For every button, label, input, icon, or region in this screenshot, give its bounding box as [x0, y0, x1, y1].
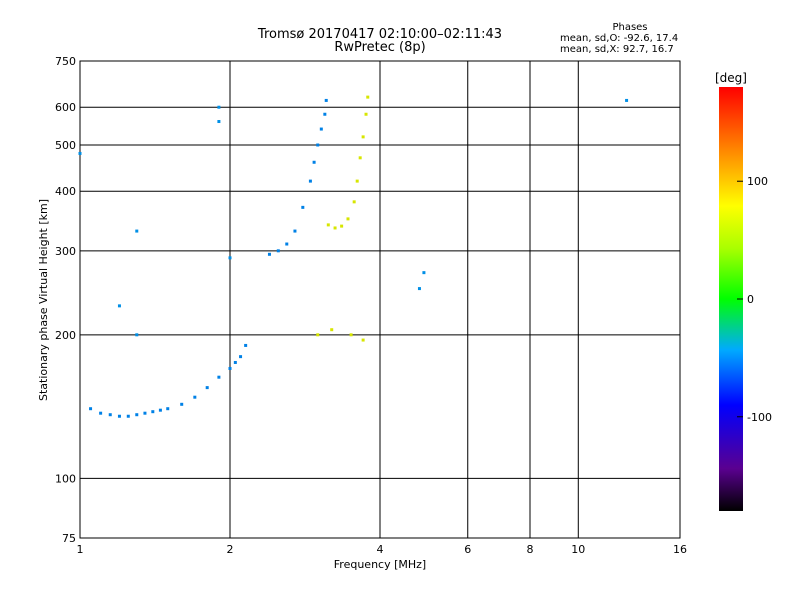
y-tick-label: 750 [55, 55, 76, 68]
data-point [352, 200, 356, 204]
data-point [422, 271, 426, 275]
data-point [135, 333, 139, 337]
data-point [358, 156, 362, 160]
data-point [361, 135, 365, 139]
data-point [364, 112, 368, 116]
colorbar-tick-label: 100 [747, 175, 768, 188]
data-point [267, 252, 271, 256]
data-point [180, 402, 184, 406]
data-point [233, 360, 237, 364]
data-point [239, 355, 243, 359]
data-point [217, 120, 221, 124]
data-point [126, 414, 130, 418]
x-tick-label: 4 [377, 543, 384, 556]
plot-frame [79, 60, 681, 539]
data-point [228, 256, 232, 260]
y-tick-label: 300 [55, 245, 76, 258]
chart-subtitle: RwPretec (8p) [334, 40, 426, 55]
data-point [158, 408, 162, 412]
data-point [361, 338, 365, 342]
data-point [316, 143, 320, 147]
data-point [217, 105, 221, 109]
data-point [340, 224, 344, 228]
data-point [625, 98, 629, 102]
x-tick-label: 6 [464, 543, 471, 556]
data-point [166, 407, 170, 411]
data-point [316, 333, 320, 337]
data-point [89, 407, 93, 411]
data-point [117, 304, 121, 308]
data-point [117, 414, 121, 418]
data-points [78, 95, 629, 418]
x-tick-label: 8 [527, 543, 534, 556]
colorbar-ticks: 100 0 -100 [737, 175, 772, 424]
data-point [143, 411, 147, 415]
data-point [346, 217, 350, 221]
data-point [151, 410, 155, 414]
colorbar-tick-label: -100 [747, 411, 772, 424]
data-point [366, 95, 370, 99]
y-tick-label: 75 [62, 532, 76, 545]
colorbar-tick-label: 0 [747, 293, 754, 306]
grid-lines [80, 61, 680, 538]
phase-stats-header: Phases [612, 22, 648, 33]
data-point [135, 229, 139, 233]
y-tick-label: 100 [55, 472, 76, 485]
x-tick-label: 1 [77, 543, 84, 556]
phase-stats: Phases mean, sd,O: -92.6, 17.4 mean, sd,… [560, 22, 700, 55]
data-point [326, 223, 330, 227]
data-point [228, 366, 232, 370]
data-point [319, 127, 323, 131]
data-point [323, 112, 327, 116]
y-tick-label: 600 [55, 101, 76, 114]
data-point [285, 242, 289, 246]
y-tick-label: 200 [55, 329, 76, 342]
data-point [330, 328, 334, 332]
data-point [135, 413, 139, 417]
y-tick-label: 500 [55, 139, 76, 152]
chart-title: Tromsø 20170417 02:10:00–02:11:43 [257, 27, 503, 42]
data-point [324, 98, 328, 102]
data-point [349, 333, 353, 337]
axis-ticks: 1 2 4 6 8 10 16 75 100 200 300 400 500 600 750 [55, 55, 687, 556]
data-point [78, 151, 82, 155]
data-point [244, 343, 248, 347]
data-point [108, 413, 112, 417]
data-point [293, 229, 297, 233]
data-point [308, 179, 312, 183]
x-axis-label: Frequency [MHz] [334, 558, 426, 571]
data-point [417, 287, 421, 291]
phase-stats-x: mean, sd,X: 92.7, 16.7 [560, 44, 674, 55]
data-point [301, 205, 305, 209]
data-point [333, 226, 337, 230]
y-tick-label: 400 [55, 185, 76, 198]
y-axis-label: Stationary phase Virtual Height [km] [37, 199, 50, 401]
data-point [205, 386, 209, 390]
x-tick-label: 2 [227, 543, 234, 556]
data-point [312, 160, 316, 164]
data-point [217, 375, 221, 379]
phase-stats-o: mean, sd,O: -92.6, 17.4 [560, 33, 679, 44]
data-point [276, 249, 280, 253]
x-tick-label: 16 [673, 543, 687, 556]
data-point [355, 179, 359, 183]
data-point [193, 395, 197, 399]
colorbar-label: [deg] [715, 71, 747, 85]
data-point [99, 411, 103, 415]
x-tick-label: 10 [571, 543, 585, 556]
